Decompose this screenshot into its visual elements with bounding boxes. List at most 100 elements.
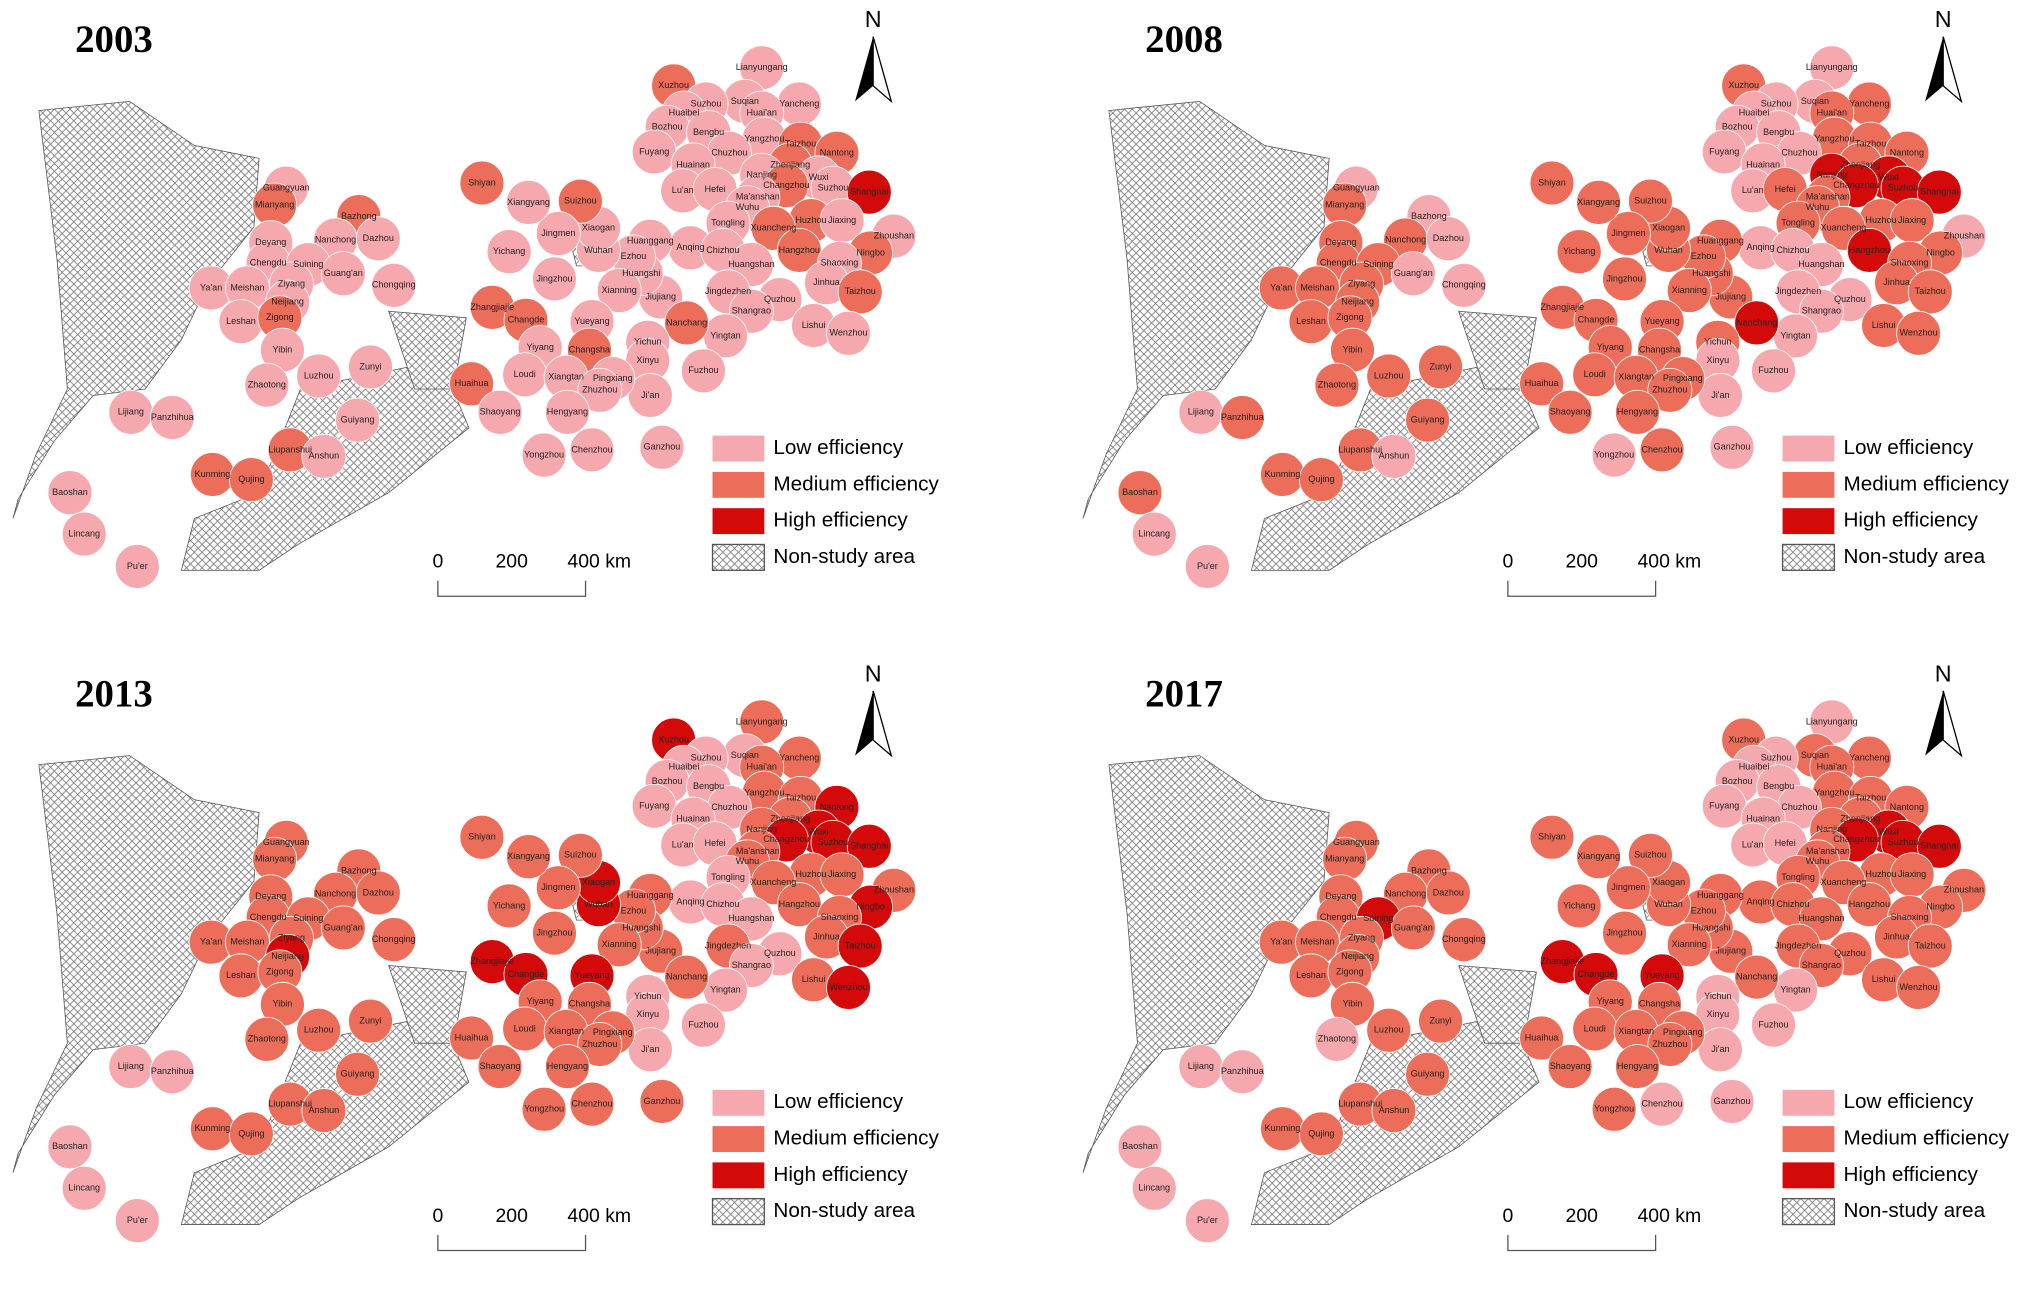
city-label: Shiyan	[468, 177, 496, 187]
city-label: Xuancheng	[1821, 223, 1867, 233]
city-region	[1734, 300, 1780, 346]
city-label: Quzhou	[1834, 294, 1866, 304]
city-label: Suzhou	[691, 98, 722, 108]
city-label: Shaoyang	[480, 407, 521, 417]
city-region	[1425, 216, 1471, 262]
city-label: Suzhou	[1888, 183, 1919, 193]
city-label: Xianning	[602, 939, 637, 949]
city-label: Chongqing	[1442, 280, 1486, 290]
city-label: Yichun	[634, 991, 661, 1001]
city-region	[535, 865, 581, 911]
city-label: Ningbo	[856, 247, 885, 257]
city-label: Wenzhou	[1900, 982, 1938, 992]
city-label: Huaihua	[1525, 378, 1560, 388]
city-label: Xiaogan	[582, 877, 615, 887]
city-region	[1751, 348, 1796, 394]
city-label: Anqing	[676, 242, 704, 252]
city-label: Anqing	[1746, 896, 1774, 906]
city-label: Yancheng	[779, 753, 819, 763]
year-title: 2013	[75, 672, 153, 715]
city-label: Xuzhou	[1728, 734, 1759, 744]
city-region	[1602, 910, 1647, 956]
city-label: Zhenjiang	[770, 813, 810, 823]
city-label: Guiyang	[341, 414, 375, 424]
city-region	[1896, 310, 1942, 356]
city-label: Lijiang	[1188, 407, 1214, 417]
legend-label: High efficiency	[773, 509, 908, 532]
city-region	[348, 344, 393, 390]
city-label: Ezhou	[1691, 251, 1717, 261]
city-label: Zhangjiajie	[1540, 956, 1584, 966]
city-label: Xiangtan	[1618, 372, 1654, 382]
city-label: Wuxi	[1879, 826, 1899, 836]
city-label: Suqian	[1801, 96, 1829, 106]
city-label: Baoshan	[1122, 487, 1158, 497]
legend-swatch	[712, 508, 765, 535]
scale-label: 0	[432, 1205, 443, 1227]
city-label: Shangrao	[1802, 306, 1841, 316]
city-region	[1639, 427, 1685, 473]
city-label: Suining	[1363, 259, 1393, 269]
city-label: Yueyang	[1644, 970, 1679, 980]
city-label: Xiaogan	[1652, 877, 1685, 887]
city-label: Nanchong	[1385, 234, 1426, 244]
city-label: Panzhihua	[1221, 1066, 1265, 1076]
city-label: Suining	[1363, 913, 1393, 923]
city-region	[545, 389, 590, 435]
city-label: Ningbo	[1926, 902, 1955, 912]
year-title: 2017	[1145, 672, 1223, 715]
city-label: Guang'an	[1394, 268, 1433, 278]
city-label: Meishan	[230, 282, 264, 292]
city-label: Changde	[508, 969, 545, 979]
city-region	[1131, 1165, 1177, 1211]
north-arrow	[872, 36, 893, 104]
city-label: Jingmen	[1611, 228, 1645, 238]
city-region	[228, 1111, 274, 1157]
city-label: Loudi	[514, 1023, 536, 1033]
city-label: Zhangjiajie	[470, 956, 514, 966]
legend-label: Low efficiency	[773, 436, 903, 459]
city-label: Shanghai	[850, 186, 888, 196]
city-label: Lijiang	[1188, 1061, 1214, 1071]
city-region	[114, 544, 160, 589]
city-region	[486, 229, 532, 275]
city-label: Shanghai	[1920, 841, 1958, 851]
city-label: Zhangjiajie	[470, 302, 514, 312]
city-label: Huangshi	[1692, 922, 1730, 932]
city-region	[1639, 1081, 1685, 1127]
city-label: Jiaxing	[828, 869, 856, 879]
city-label: Zigong	[1336, 312, 1364, 322]
city-label: Shiyan	[1538, 177, 1566, 187]
city-label: Qujing	[1308, 1128, 1334, 1138]
city-region	[1907, 269, 1953, 315]
city-label: Zhaotong	[248, 379, 286, 389]
city-label: Neijiang	[1341, 951, 1374, 961]
legend-swatch	[712, 1089, 765, 1116]
city-region	[335, 1051, 380, 1097]
city-region	[557, 832, 603, 878]
city-label: Jingzhou	[1606, 927, 1642, 937]
city-label: Yongzhou	[1594, 1104, 1634, 1114]
city-label: Chenzhou	[571, 444, 612, 454]
city-label: Bazhong	[1411, 865, 1447, 875]
city-label: Kunming	[195, 469, 231, 479]
city-region	[1615, 389, 1660, 435]
city-label: Nanjing	[746, 824, 777, 834]
legend-swatch	[712, 471, 765, 498]
city-label: Luzhou	[1374, 370, 1404, 380]
city-label: Kunming	[1265, 1123, 1301, 1133]
city-region	[1751, 1002, 1796, 1048]
city-region	[114, 1198, 160, 1244]
city-label: Kunming	[195, 1123, 231, 1133]
city-label: Jingmen	[541, 882, 575, 892]
city-region	[477, 1044, 523, 1089]
city-label: Deyang	[1325, 891, 1356, 901]
city-label: Nanchang	[666, 317, 707, 327]
city-label: Wenzhou	[1900, 328, 1938, 338]
city-label: Changzhou	[1833, 180, 1879, 190]
city-region	[1425, 870, 1471, 916]
city-label: Bazhong	[341, 865, 377, 875]
city-region	[459, 814, 505, 860]
city-label: Lishui	[1872, 974, 1896, 984]
city-label: Zhaotong	[1318, 1034, 1356, 1044]
